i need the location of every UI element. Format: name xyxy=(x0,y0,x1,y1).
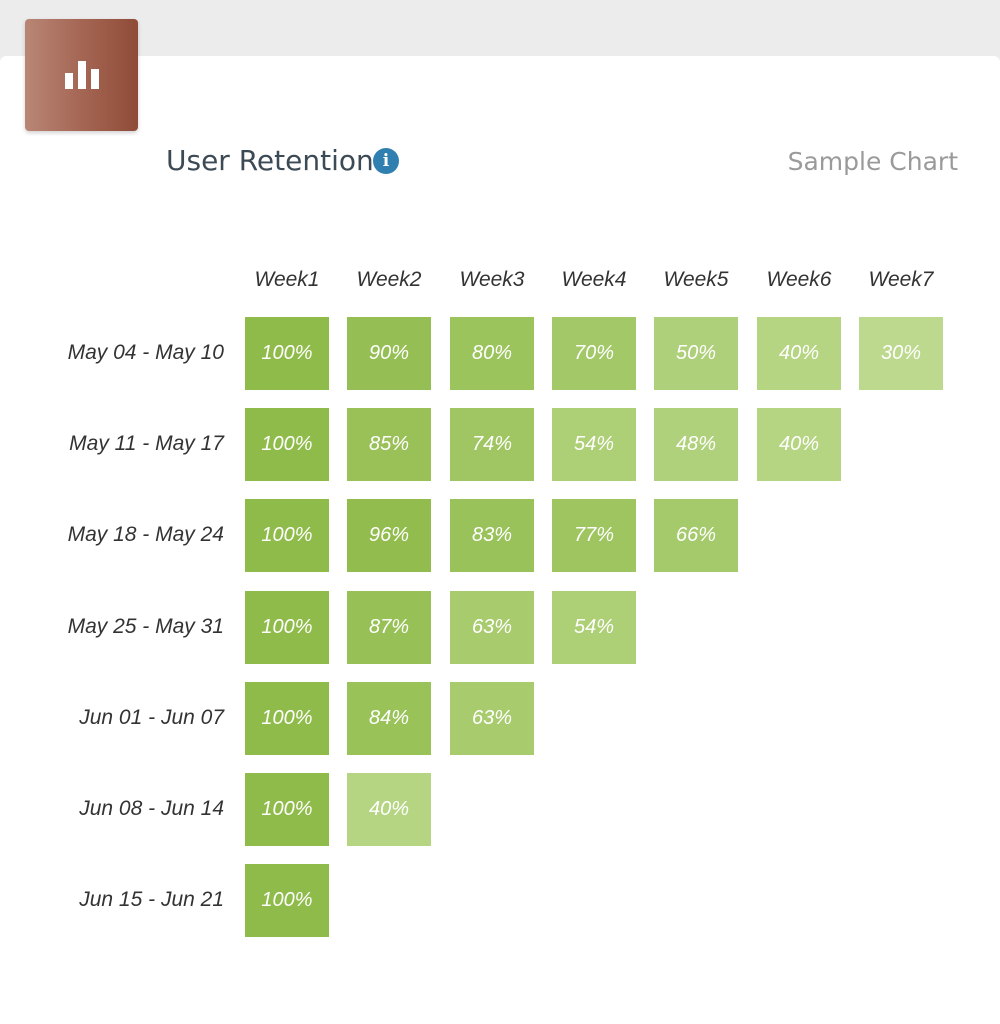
heatmap-cell: 66% xyxy=(654,499,738,572)
heatmap-cell: 100% xyxy=(245,773,329,846)
heatmap-cell: 70% xyxy=(552,317,636,390)
heatmap-cell: 48% xyxy=(654,408,738,481)
heatmap-cell: 74% xyxy=(450,408,534,481)
chart-card: User Retention i Sample Chart Week1 Week2… xyxy=(0,56,1000,1024)
row-label: May 11 - May 17 xyxy=(69,432,224,455)
heatmap-cell: 63% xyxy=(450,591,534,664)
heatmap-cell: 85% xyxy=(347,408,431,481)
heatmap-cell: 77% xyxy=(552,499,636,572)
info-icon[interactable]: i xyxy=(373,148,399,174)
heatmap-cell: 100% xyxy=(245,591,329,664)
heatmap-cell: 63% xyxy=(450,682,534,755)
heatmap-cell: 100% xyxy=(245,864,329,937)
heatmap-cell: 100% xyxy=(245,499,329,572)
heatmap-cell: 54% xyxy=(552,408,636,481)
heatmap-cell: 96% xyxy=(347,499,431,572)
heatmap-cell: 83% xyxy=(450,499,534,572)
heatmap-cell: 80% xyxy=(450,317,534,390)
heatmap-cell: 50% xyxy=(654,317,738,390)
heatmap-cell: 30% xyxy=(859,317,943,390)
row-label: Jun 08 - Jun 14 xyxy=(79,797,224,820)
column-header: Week5 xyxy=(663,268,729,291)
heatmap-cell: 40% xyxy=(347,773,431,846)
bar-chart-icon xyxy=(25,19,138,131)
heatmap-cell: 87% xyxy=(347,591,431,664)
row-label: Jun 15 - Jun 21 xyxy=(79,888,224,911)
column-header: Week1 xyxy=(254,268,320,291)
chart-subtitle: Sample Chart xyxy=(787,147,958,176)
heatmap-cell: 90% xyxy=(347,317,431,390)
heatmap-cell: 100% xyxy=(245,317,329,390)
column-header: Week3 xyxy=(459,268,525,291)
row-label: May 18 - May 24 xyxy=(67,523,224,546)
row-label: Jun 01 - Jun 07 xyxy=(79,706,224,729)
bar-chart-glyph xyxy=(64,61,99,89)
row-label: May 04 - May 10 xyxy=(67,341,224,364)
row-label: May 25 - May 31 xyxy=(67,615,224,638)
heatmap-cell: 54% xyxy=(552,591,636,664)
column-header: Week6 xyxy=(766,268,832,291)
heatmap-cell: 40% xyxy=(757,408,841,481)
heatmap-cell: 40% xyxy=(757,317,841,390)
column-header: Week7 xyxy=(868,268,934,291)
heatmap-cell: 84% xyxy=(347,682,431,755)
column-header: Week2 xyxy=(356,268,422,291)
chart-title: User Retention xyxy=(166,144,374,177)
heatmap-cell: 100% xyxy=(245,408,329,481)
column-header: Week4 xyxy=(561,268,627,291)
heatmap-cell: 100% xyxy=(245,682,329,755)
